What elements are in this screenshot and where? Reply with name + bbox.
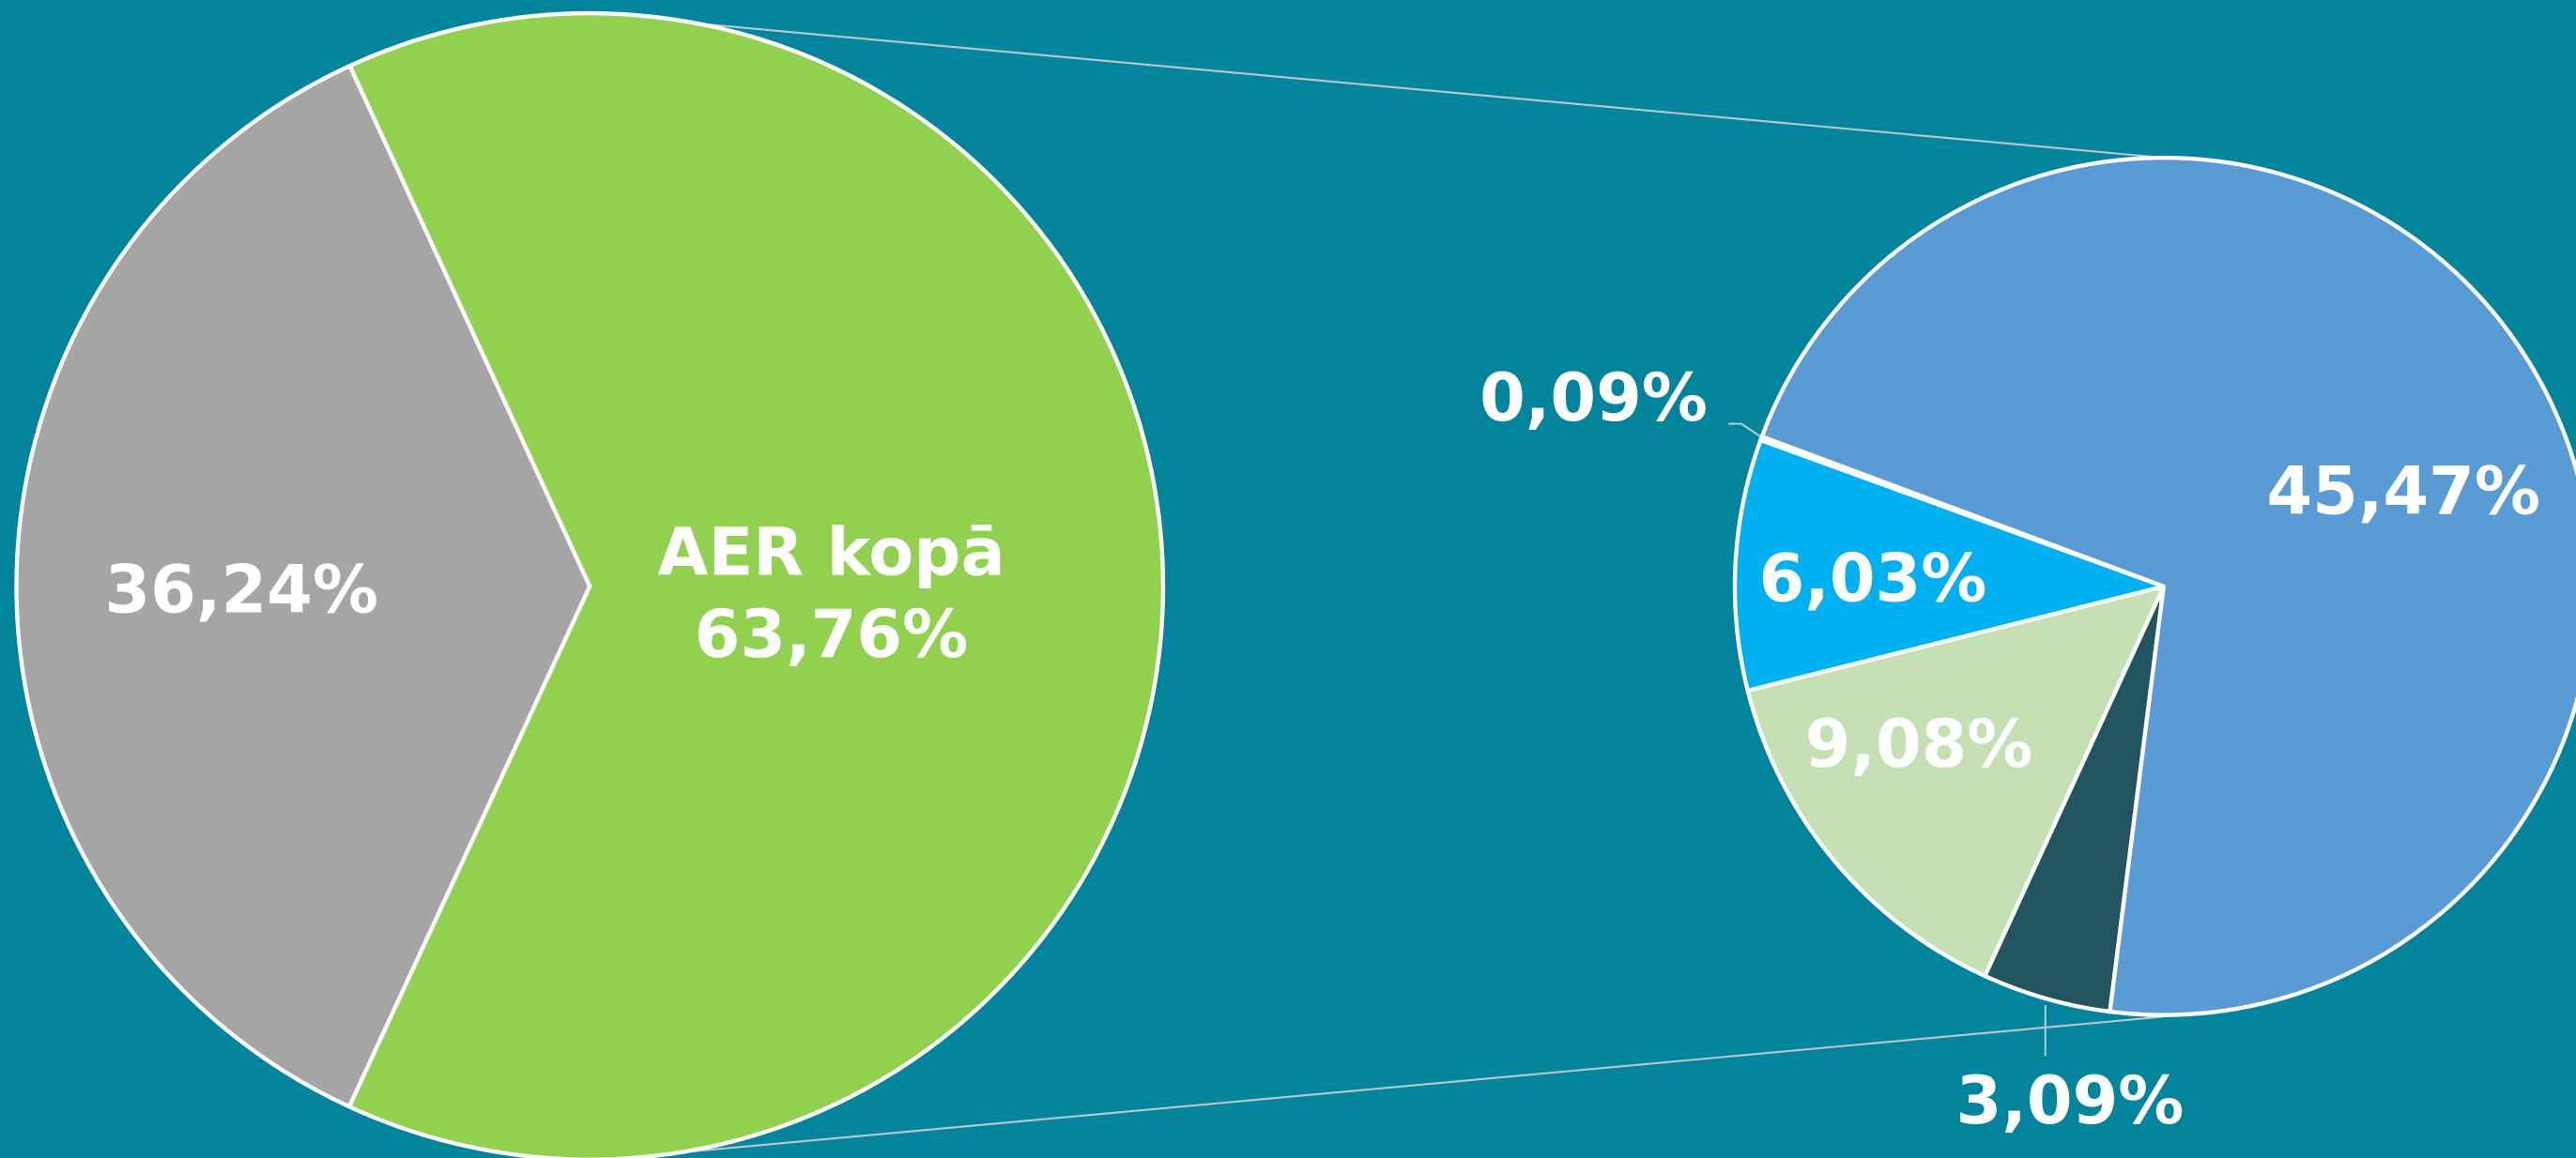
pie-slice — [14, 63, 592, 1109]
data-label: 6,03% — [1759, 540, 1987, 617]
data-label: 36,24% — [104, 552, 378, 629]
pie-slice — [1732, 437, 2166, 693]
pie-slice — [1745, 584, 2166, 979]
pie-slice — [346, 10, 1166, 1158]
data-label: 9,08% — [1805, 706, 2033, 783]
data-label: 63,76% — [695, 596, 969, 673]
data-label: 3,09% — [1956, 1062, 2185, 1139]
data-label: 0,09% — [1480, 359, 1708, 436]
pie-slice — [1759, 155, 2576, 1017]
leader-line — [1728, 422, 1762, 438]
category-label: AER kopā — [657, 513, 1004, 590]
data-label: 45,47% — [2266, 453, 2540, 530]
connector-line — [656, 19, 2164, 160]
connector-line — [656, 1015, 2164, 1156]
